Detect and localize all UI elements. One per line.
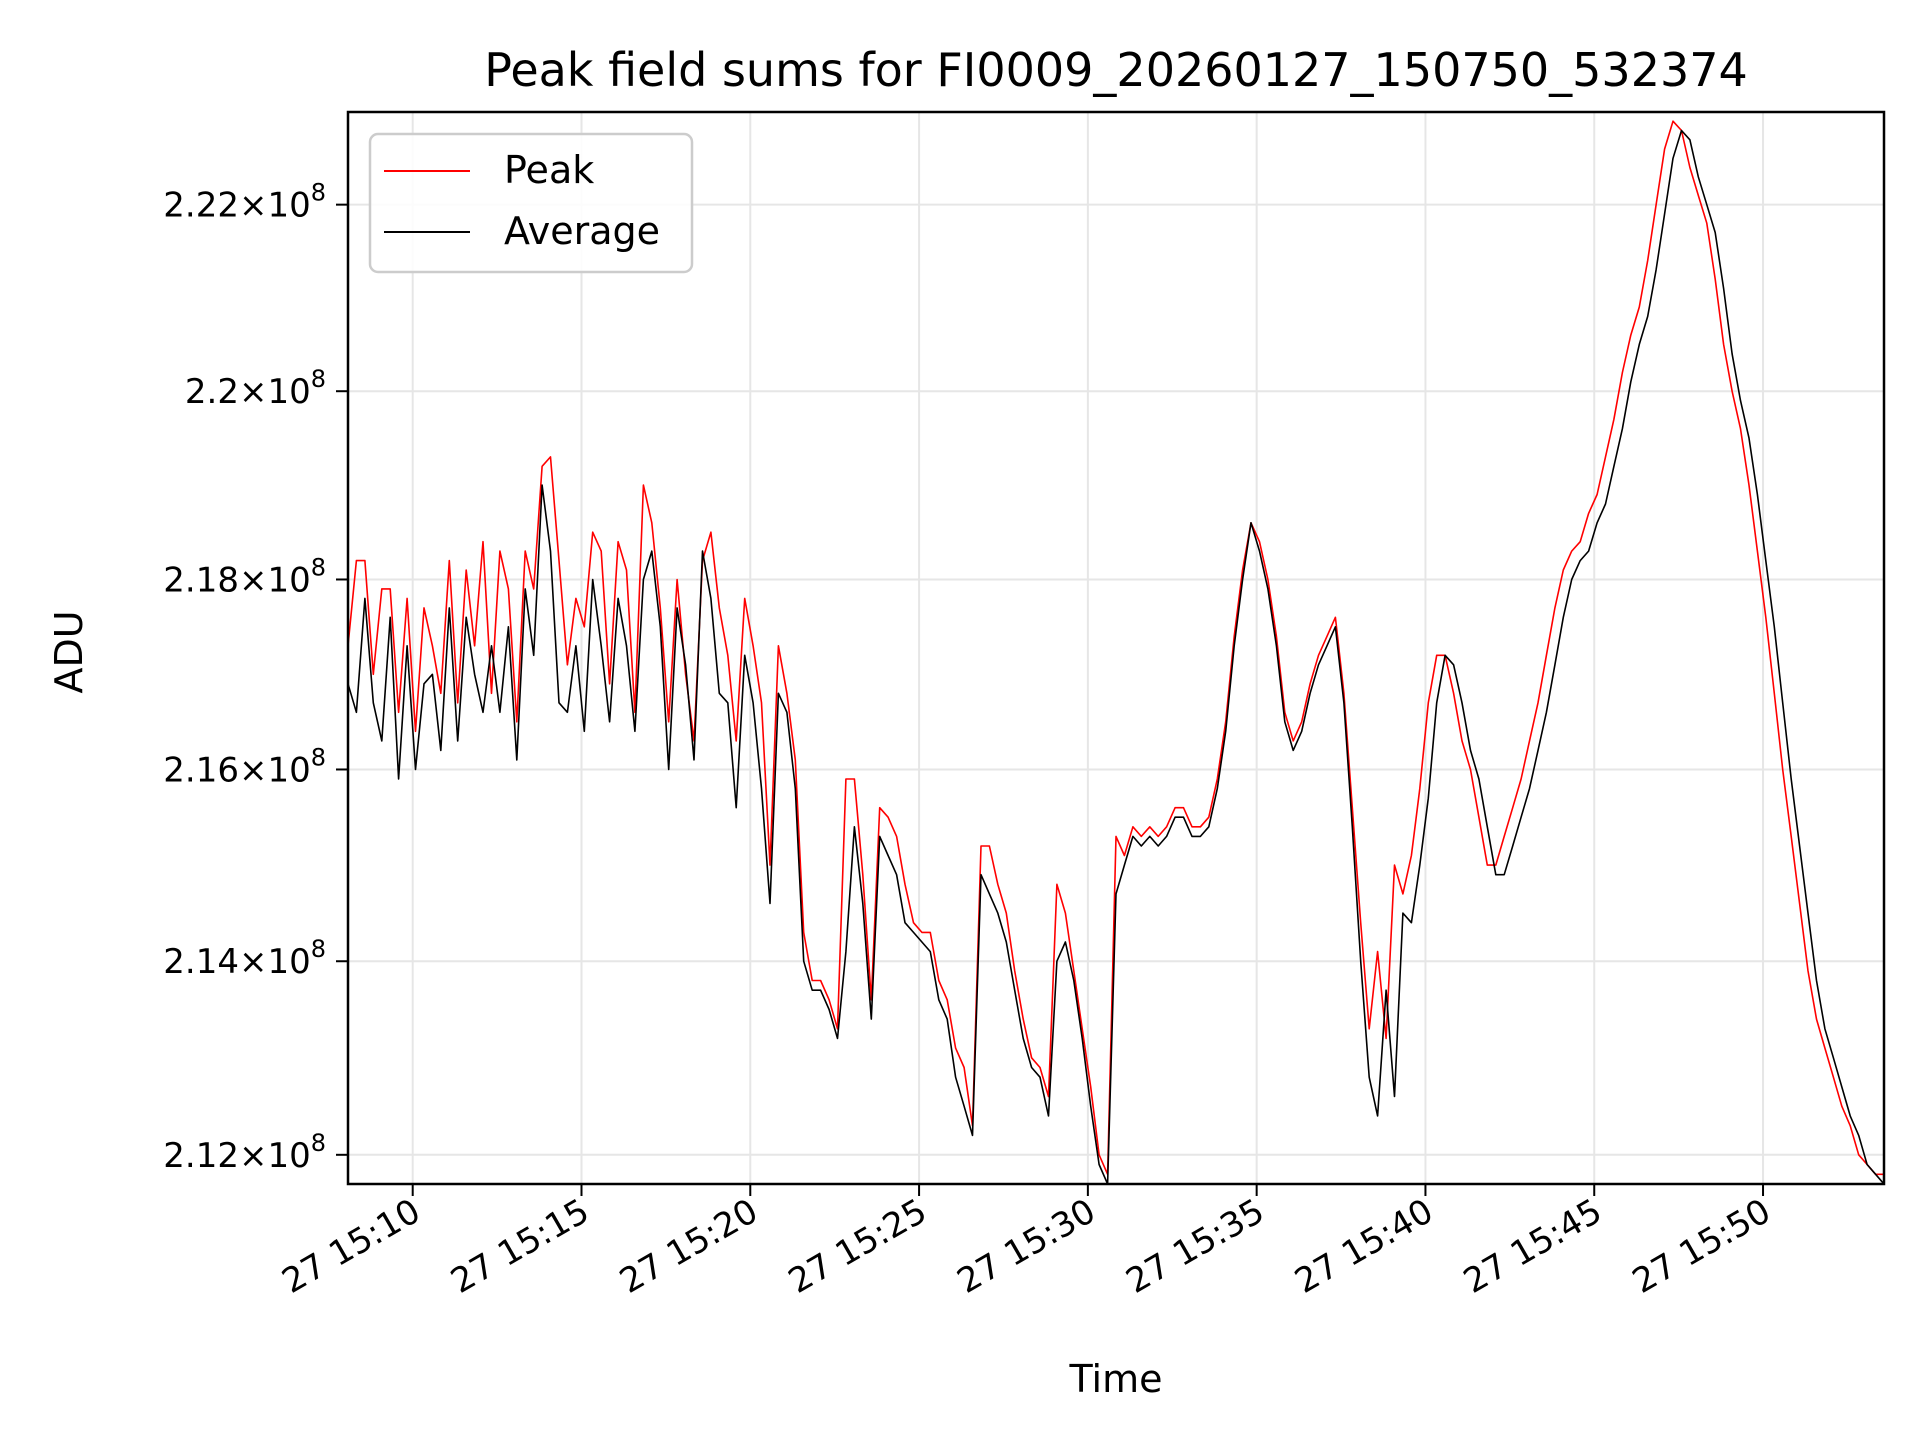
y-tick-label: 2.22×108 (163, 179, 326, 226)
series-layer (348, 120, 1884, 1184)
chart-title: Peak field sums for FI0009_20260127_1507… (484, 43, 1748, 97)
series-line-peak (348, 120, 1884, 1176)
series-line-average (348, 129, 1884, 1184)
y-axis-label: ADU (47, 610, 91, 693)
y-tick-label: 2.2×108 (185, 365, 326, 412)
grid-layer (348, 112, 1884, 1184)
legend-label-peak: Peak (504, 148, 594, 192)
legend-label-average: Average (504, 209, 660, 253)
legend: Peak Average (368, 132, 694, 274)
legend-box (368, 132, 694, 274)
y-tick-label: 2.16×108 (163, 743, 326, 790)
plot-frame (346, 110, 1886, 1186)
y-tick-label: 2.14×108 (163, 935, 326, 982)
y-tick-label: 2.12×108 (163, 1129, 326, 1176)
x-axis-label: Time (1069, 1357, 1163, 1401)
y-tick-label: 2.18×108 (163, 553, 326, 600)
